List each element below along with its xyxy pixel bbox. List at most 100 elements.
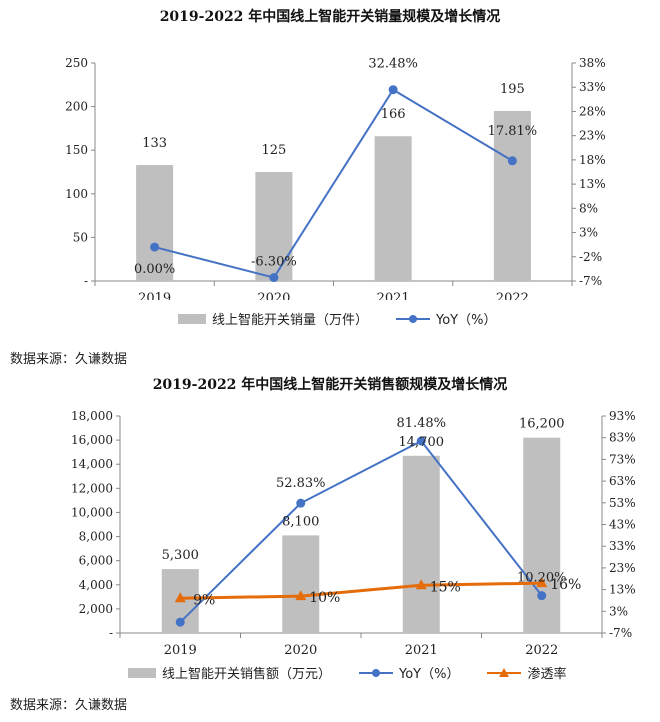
chart2-left-tick-label: 14,000: [71, 457, 113, 471]
chart1-left-tick-label: 50: [73, 230, 88, 244]
chart2-x-tick-label: 2021: [405, 643, 438, 658]
chart2-penetration-label: 16%: [550, 577, 581, 593]
chart1-legend-bar-swatch: [178, 313, 206, 324]
chart2-right-tick-label: 73%: [609, 452, 636, 466]
chart2-right-tick-label: -7%: [609, 626, 632, 640]
chart1-title: 2019-2022 年中国线上智能开关销量规模及增长情况: [159, 9, 501, 25]
chart1-yoy-point: [507, 156, 517, 166]
chart1-yoy-label: 17.81%: [488, 124, 538, 139]
chart1-legend-sales: 线上智能开关销量（万件）: [178, 309, 368, 328]
chart1-yoy-point: [388, 85, 398, 95]
chart2-bar-label: 16,200: [519, 417, 565, 432]
chart2-yoy-point: [537, 591, 547, 601]
chart2-right-tick-label: 13%: [609, 583, 636, 597]
chart2-right-tick-label: 33%: [609, 539, 636, 553]
chart1-legend-yoy: YoY（%）: [396, 309, 496, 328]
chart2-penetration-point: [174, 592, 186, 603]
chart2-x-tick-label: 2020: [284, 643, 317, 658]
chart2-left-tick-label: 4,000: [79, 578, 113, 592]
chart2-right-tick-label: 93%: [609, 409, 636, 423]
chart2-left-tick-label: 8,000: [79, 530, 113, 544]
chart1-bar: [374, 136, 412, 281]
chart2-bar-label: 14,700: [399, 435, 445, 450]
chart2-penetration-line: [180, 581, 542, 600]
chart1-plot: - 50 100 150 200 250 -7% -2% 3% 8% 13% 18% 23% 28% 33%…: [65, 56, 606, 300]
chart1-right-tick-label: 8%: [579, 201, 598, 215]
chart2-yoy-line: [179, 439, 543, 623]
chart1-bar-label: 125: [261, 143, 286, 158]
chart1-right-tick-label: 13%: [579, 177, 606, 191]
chart1-yoy-line: [154, 88, 513, 279]
chart2-legend-pen-swatch: [487, 667, 522, 678]
chart2-bar: [523, 437, 561, 633]
chart2-legend-sales: 线上智能开关销售额（万元）: [128, 663, 331, 682]
chart1-right-tick-label: -2%: [579, 250, 602, 264]
chart1-yoy-label: 0.00%: [134, 262, 175, 277]
chart2-yoy-label: 81.48%: [396, 416, 446, 431]
chart2-plot: - 2,000 4,000 6,000 8,000 10,000 12,000 14,000 1…: [71, 409, 636, 658]
chart1-right-tick-label: 3%: [579, 226, 598, 240]
chart1-right-tick-label: -7%: [579, 274, 602, 288]
chart1-x-tick-label: 2022: [496, 291, 529, 300]
chart1-left-tick-label: 150: [65, 143, 88, 157]
chart2-left-tick-label: 12,000: [71, 481, 113, 495]
chart2-penetration-point: [415, 579, 427, 590]
chart1-yoy-label: 32.48%: [368, 57, 418, 72]
chart2-yoy-label: 52.83%: [276, 476, 326, 491]
chart1-left-tick-label: 250: [65, 56, 88, 70]
chart1-left-tick-label: 100: [65, 187, 88, 201]
chart2-x-tick-label: 2019: [164, 643, 197, 658]
chart1-legend: 线上智能开关销量（万件） YoY（%）: [178, 309, 496, 328]
chart2-yoy-point: [416, 436, 426, 446]
chart1-x-tick-label: 2020: [257, 291, 290, 300]
chart1-legend-yoy-swatch: [396, 314, 431, 324]
chart1-bar: [255, 172, 293, 281]
chart1-yoy-label: -6.30%: [251, 255, 297, 270]
chart2-left-tick-label: 18,000: [71, 409, 113, 423]
chart1-legend-sales-label: 线上智能开关销量（万件）: [212, 313, 369, 328]
chart2-legend-yoy: YoY（%）: [359, 663, 459, 682]
chart1-right-tick-label: 23%: [579, 129, 606, 143]
chart1-left-tick-label: -: [84, 274, 88, 288]
chart2-source: 数据来源：久谦数据: [10, 698, 128, 713]
chart1-x-tick-label: 2019: [138, 291, 171, 300]
chart2-penetration-label: 10%: [309, 590, 340, 606]
chart2-yoy-point: [175, 617, 185, 627]
chart1-right-tick-label: 33%: [579, 80, 606, 94]
chart2-legend-bar-swatch: [128, 667, 156, 678]
chart2-yoy-label: 10.20%: [517, 571, 567, 586]
chart1-bar: [493, 110, 531, 282]
chart2-right-tick-label: 63%: [609, 474, 636, 488]
chart2-legend-yoy-swatch: [359, 668, 394, 678]
chart1-right-tick-label: 38%: [579, 56, 606, 70]
chart2-left-tick-label: 16,000: [71, 433, 113, 447]
chart2-penetration-label: 9%: [193, 592, 215, 608]
chart2-legend-yoy-label: YoY（%）: [399, 667, 460, 682]
chart2-bar-label: 5,300: [162, 548, 199, 563]
chart2-bar-label: 8,100: [282, 514, 319, 529]
chart2-x-tick-label: 2022: [525, 643, 558, 658]
chart2-bar: [402, 455, 440, 633]
chart2-right-tick-label: 23%: [609, 561, 636, 575]
chart2-penetration-point: [536, 577, 548, 588]
chart1-right-tick-label: 28%: [579, 104, 606, 118]
chart1-bar-label: 195: [500, 82, 525, 97]
chart1-yoy-point: [150, 242, 160, 252]
chart2-left-tick-label: 2,000: [79, 602, 113, 616]
chart1-left-tick-label: 200: [65, 100, 88, 114]
chart2-left-tick-label: 10,000: [71, 505, 113, 519]
chart2-title: 2019-2022 年中国线上智能开关销售额规模及增长情况: [152, 377, 508, 393]
chart1-bar-label: 166: [381, 107, 406, 122]
chart2-right-tick-label: 53%: [609, 496, 636, 510]
chart2-penetration-label: 15%: [430, 579, 461, 595]
chart2-left-tick-label: 6,000: [79, 554, 113, 568]
chart2-right-tick-label: 83%: [609, 431, 636, 445]
chart2-left-tick-label: -: [109, 626, 113, 640]
chart2-legend-sales-label: 线上智能开关销售额（万元）: [162, 667, 332, 682]
chart2-right-tick-label: 43%: [609, 518, 636, 532]
chart1-yoy-point: [269, 273, 279, 283]
chart1-source: 数据来源：久谦数据: [10, 352, 128, 367]
chart1-bar: [136, 165, 174, 281]
chart2-bar: [282, 535, 320, 633]
chart1-legend-yoy-label: YoY（%）: [436, 313, 497, 328]
